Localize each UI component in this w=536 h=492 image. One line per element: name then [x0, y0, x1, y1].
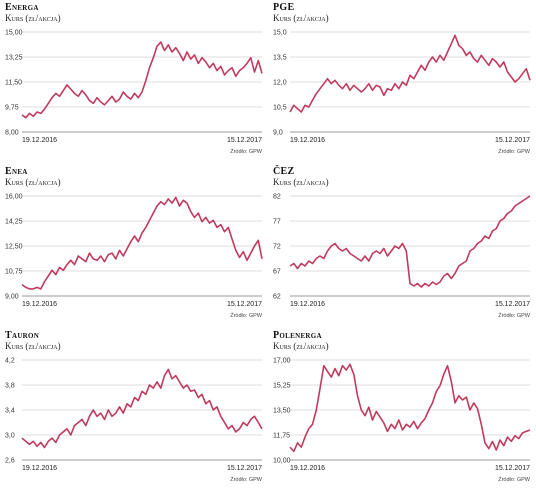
y-tick-label: 67	[273, 269, 281, 276]
series-line	[289, 195, 531, 288]
chart-plot: 9,00 10,75 12,50 14,25 16,00 19.12.2016 15.12.…	[5, 194, 263, 320]
chart-plot: 10,00 11,75 13,50 15,25 17,00 19.12.2016 15.12…	[273, 358, 531, 484]
chart-panel-pge: PGE Kurs (zł/akcja) 9,0 10,5 12,0 13,5 15,0 1…	[268, 0, 536, 164]
y-tick-label: 4,2	[5, 358, 15, 365]
y-tick-label: 77	[273, 219, 281, 226]
y-tick-label: 2,6	[5, 458, 15, 465]
y-tick-label: 9,00	[5, 294, 19, 301]
y-tick-label: 3,8	[5, 383, 15, 390]
chart-panel-tauron: Tauron Kurs (zł/akcja) 2,6 3,0 3,4 3,8 4,2 19…	[0, 328, 268, 492]
chart-title: Polenerga	[273, 330, 322, 341]
y-tick-label: 10,5	[273, 105, 287, 112]
chart-subtitle: Kurs (zł/akcja)	[273, 177, 329, 187]
y-tick-label: 13,25	[5, 55, 23, 62]
chart-title: ČEZ	[273, 166, 295, 177]
y-tick-label: 3,0	[5, 433, 15, 440]
source-note: Źródło: GPW	[230, 148, 263, 155]
y-tick-label: 12,50	[5, 244, 23, 251]
x-end-label: 15.12.2017	[227, 465, 262, 472]
y-tick-label: 12,0	[273, 80, 287, 87]
chart-plot: 8,00 9,75 11,50 13,25 15,00 19.12.2016 15.12.2…	[5, 30, 263, 156]
x-start-label: 19.12.2016	[290, 301, 325, 308]
chart-subtitle: Kurs (zł/akcja)	[5, 13, 61, 23]
chart-title: Tauron	[5, 330, 40, 341]
chart-panel-energa: Energa Kurs (zł/akcja) 8,00 9,75 11,50 13,2…	[0, 0, 268, 164]
chart-panel-polenerga: Polenerga Kurs (zł/akcja) 10,00 11,75 13,5…	[268, 328, 536, 492]
source-note: Źródło: GPW	[230, 312, 263, 319]
y-tick-label: 17,00	[273, 358, 291, 365]
y-tick-label: 8,00	[5, 130, 19, 137]
series-line	[21, 41, 263, 119]
x-start-label: 19.12.2016	[22, 301, 57, 308]
chart-panel-cez: ČEZ Kurs (zł/akcja) 62 67 72 77 82 19.12.2016…	[268, 164, 536, 328]
y-tick-label: 72	[273, 244, 281, 251]
y-tick-label: 82	[273, 194, 281, 201]
series-line	[21, 368, 263, 449]
chart-subtitle: Kurs (zł/akcja)	[273, 341, 329, 351]
y-tick-label: 9,75	[5, 105, 19, 112]
chart-panel-enea: Enea Kurs (zł/akcja) 9,00 10,75 12,50 14,25…	[0, 164, 268, 328]
series-line	[289, 34, 531, 113]
x-end-label: 15.12.2017	[495, 465, 530, 472]
x-end-label: 15.12.2017	[227, 137, 262, 144]
y-tick-label: 3,4	[5, 408, 15, 415]
source-note: Źródło: GPW	[498, 476, 531, 483]
series-line	[289, 363, 531, 453]
y-tick-label: 9,0	[273, 130, 283, 137]
chart-plot: 2,6 3,0 3,4 3,8 4,2 19.12.2016 15.12.2017 Źródł…	[5, 358, 263, 484]
source-note: Źródło: GPW	[498, 148, 531, 155]
chart-subtitle: Kurs (zł/akcja)	[273, 13, 329, 23]
y-tick-label: 15,00	[5, 30, 23, 37]
y-tick-label: 13,50	[273, 408, 291, 415]
chart-title: PGE	[273, 2, 295, 13]
series-line	[21, 196, 263, 290]
source-note: Źródło: GPW	[230, 476, 263, 483]
x-start-label: 19.12.2016	[22, 465, 57, 472]
chart-plot: 62 67 72 77 82 19.12.2016 15.12.2017 Źródło: GP…	[273, 194, 531, 320]
x-start-label: 19.12.2016	[22, 137, 57, 144]
y-tick-label: 10,75	[5, 269, 23, 276]
y-tick-label: 15,0	[273, 30, 287, 37]
y-tick-label: 13,5	[273, 55, 287, 62]
chart-plot: 9,0 10,5 12,0 13,5 15,0 19.12.2016 15.12.2017 Ź…	[273, 30, 531, 156]
y-tick-label: 10,00	[273, 458, 291, 465]
x-end-label: 15.12.2017	[227, 301, 262, 308]
chart-subtitle: Kurs (zł/akcja)	[5, 177, 61, 187]
y-tick-label: 16,00	[5, 194, 23, 201]
x-end-label: 15.12.2017	[495, 301, 530, 308]
y-tick-label: 15,25	[273, 383, 291, 390]
chart-title: Enea	[5, 166, 28, 177]
y-tick-label: 62	[273, 294, 281, 301]
chart-title: Energa	[5, 2, 39, 13]
y-tick-label: 11,75	[273, 433, 290, 440]
x-start-label: 19.12.2016	[290, 137, 325, 144]
x-start-label: 19.12.2016	[290, 465, 325, 472]
chart-subtitle: Kurs (zł/akcja)	[5, 341, 61, 351]
y-tick-label: 14,25	[5, 219, 23, 226]
y-tick-label: 11,50	[5, 80, 22, 87]
source-note: Źródło: GPW	[498, 312, 531, 319]
x-end-label: 15.12.2017	[495, 137, 530, 144]
